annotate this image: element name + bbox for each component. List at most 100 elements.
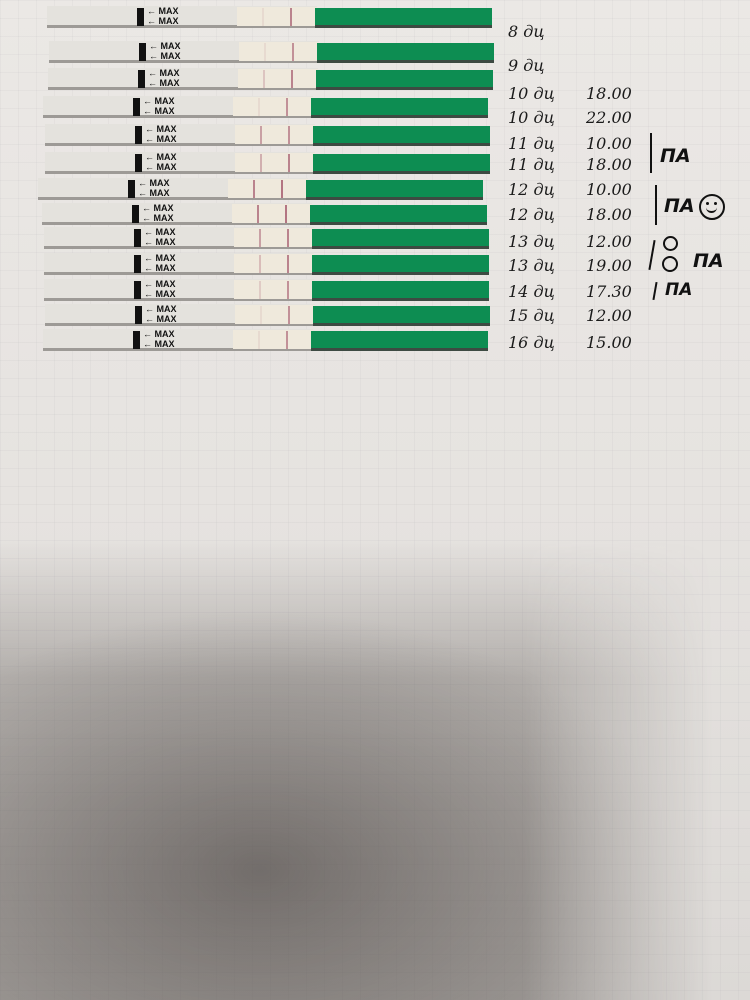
result-window (233, 97, 313, 116)
green-handle (311, 98, 488, 118)
max-label: ← MAX (145, 152, 177, 162)
control-line (262, 8, 264, 26)
control-line (258, 98, 260, 116)
dip-bar (134, 255, 141, 273)
test-line (287, 255, 289, 273)
control-line (260, 306, 262, 324)
test-strip: ← MAX ← MAX (45, 124, 490, 146)
result-window (235, 153, 315, 172)
max-label: ← MAX (143, 96, 175, 106)
control-line (264, 43, 266, 61)
small-smiley-icon (663, 236, 678, 251)
max-label: ← MAX (142, 203, 174, 213)
cycle-day: 12 дц (508, 180, 555, 199)
pa-mark: ПА (660, 145, 691, 167)
test-strip: ← MAX ← MAX (45, 152, 490, 174)
result-window (235, 305, 315, 324)
cycle-day: 11 дц (508, 134, 555, 153)
cycle-day: 14 дц (508, 282, 555, 301)
control-line (253, 180, 255, 198)
test-time: 18.00 (586, 205, 632, 224)
control-line (260, 126, 262, 144)
test-line (287, 281, 289, 299)
result-window (234, 254, 314, 273)
max-label: ← MAX (148, 78, 180, 88)
cycle-day: 16 дц (508, 333, 555, 352)
test-strip: ← MAX ← MAX (45, 304, 490, 326)
control-line (257, 205, 259, 223)
test-strip: ← MAX ← MAX (44, 227, 489, 249)
dip-bar (134, 281, 141, 299)
control-line (259, 281, 261, 299)
dip-bar (137, 8, 144, 26)
dip-bar (139, 43, 146, 61)
result-window (239, 42, 319, 61)
test-time: 18.00 (586, 84, 632, 103)
circle-icon (662, 256, 678, 272)
green-handle (313, 126, 490, 146)
dip-bar (135, 154, 142, 172)
green-handle (312, 255, 489, 275)
result-window (233, 330, 313, 349)
cycle-day: 13 дц (508, 256, 555, 275)
pa-mark: ПА (693, 250, 724, 272)
test-time: 10.00 (586, 180, 632, 199)
max-label: ← MAX (149, 51, 181, 61)
test-strip: ← MAX ← MAX (44, 253, 489, 275)
test-line (291, 70, 293, 88)
test-line (281, 180, 283, 198)
max-label: ← MAX (147, 6, 179, 16)
test-time: 18.00 (586, 155, 632, 174)
dip-bar (135, 126, 142, 144)
max-label: ← MAX (143, 329, 175, 339)
test-line (288, 306, 290, 324)
test-line (292, 43, 294, 61)
bracket-line (655, 185, 657, 225)
result-window (238, 69, 318, 88)
dip-bar (133, 331, 140, 349)
max-label: ← MAX (145, 162, 177, 172)
cycle-day: 9 дц (508, 56, 545, 75)
cycle-day: 10 дц (508, 84, 555, 103)
test-strip: ← MAX ← MAX (44, 279, 489, 301)
cycle-day: 13 дц (508, 232, 555, 251)
max-label: ← MAX (138, 178, 170, 188)
max-label: ← MAX (143, 106, 175, 116)
result-window (237, 7, 317, 26)
result-window (232, 204, 312, 223)
test-time: 12.00 (586, 232, 632, 251)
max-label: ← MAX (138, 188, 170, 198)
test-line (287, 229, 289, 247)
dip-bar (133, 98, 140, 116)
max-label: ← MAX (149, 41, 181, 51)
test-time: 12.00 (586, 306, 632, 325)
green-handle (310, 205, 487, 225)
test-line (288, 126, 290, 144)
max-label: ← MAX (144, 237, 176, 247)
test-time: 19.00 (586, 256, 632, 275)
test-strip: ← MAX ← MAX (47, 6, 492, 28)
dip-bar (138, 70, 145, 88)
pa-mark: ПА (664, 195, 695, 217)
shadow (0, 540, 750, 1000)
max-label: ← MAX (144, 253, 176, 263)
max-label: ← MAX (143, 339, 175, 349)
control-line (263, 70, 265, 88)
green-handle (313, 154, 490, 174)
green-handle (313, 306, 490, 326)
control-line (259, 229, 261, 247)
green-handle (311, 331, 488, 351)
control-line (258, 331, 260, 349)
test-strip: ← MAX ← MAX (38, 178, 483, 200)
test-strip: ← MAX ← MAX (48, 68, 493, 90)
max-label: ← MAX (142, 213, 174, 223)
max-label: ← MAX (145, 314, 177, 324)
cycle-day: 12 дц (508, 205, 555, 224)
test-line (285, 205, 287, 223)
max-label: ← MAX (145, 304, 177, 314)
control-line (260, 154, 262, 172)
max-label: ← MAX (147, 16, 179, 26)
test-line (286, 98, 288, 116)
max-label: ← MAX (144, 263, 176, 273)
dip-bar (134, 229, 141, 247)
